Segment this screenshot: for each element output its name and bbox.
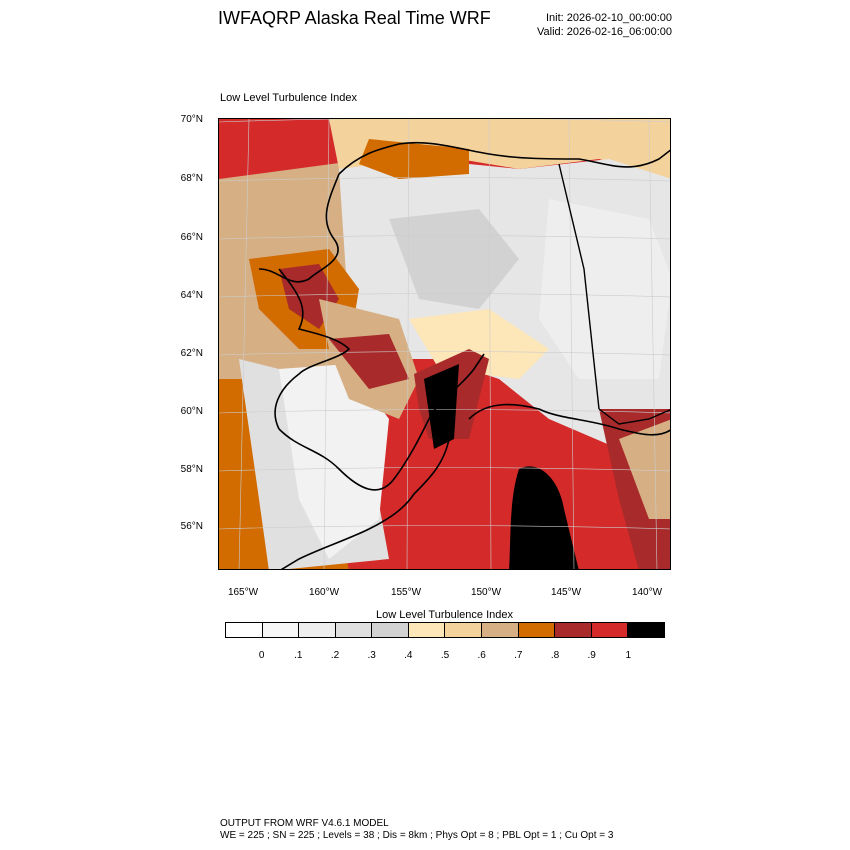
lat-label: 58°N <box>180 464 203 475</box>
graticule <box>219 119 670 569</box>
lon-label: 140°W <box>631 587 663 598</box>
bristol-bay-zone <box>279 364 389 559</box>
footer: OUTPUT FROM WRF V4.6.1 MODEL WE = 225 ; … <box>220 818 613 842</box>
southeast-zone <box>619 419 670 519</box>
lat-label: 60°N <box>180 406 203 417</box>
colorbar-box <box>482 623 519 637</box>
colorbar-label: 1 <box>625 650 632 661</box>
lat-label: 62°N <box>180 348 203 359</box>
interior-land <box>389 209 519 309</box>
colorbar-box <box>372 623 409 637</box>
colorbar-box <box>628 623 664 637</box>
lat-label: 68°N <box>180 173 203 184</box>
colorbar-box <box>518 623 556 637</box>
colorbar-label: .3 <box>367 650 376 661</box>
high-turbulence-zone <box>359 139 469 179</box>
colorbar-box <box>555 623 592 637</box>
colorbar-label: .9 <box>587 650 596 661</box>
extreme-zone <box>424 364 459 449</box>
lat-label: 66°N <box>180 232 203 243</box>
colorbar-box <box>445 623 483 637</box>
lat-label: 64°N <box>180 290 203 301</box>
coastline <box>258 141 670 569</box>
map-title: Low Level Turbulence Index <box>220 92 357 104</box>
colorbar-box <box>226 623 263 637</box>
colorbar-label: .1 <box>294 650 303 661</box>
colorbar-label: .8 <box>550 650 560 661</box>
colorbar-label: .4 <box>404 650 413 661</box>
colorbar-box <box>408 623 446 637</box>
lat-label: 70°N <box>180 114 203 125</box>
colorbar-label: .7 <box>514 650 523 661</box>
colorbar-label: 0 <box>258 650 265 661</box>
lon-label: 165°W <box>227 587 259 598</box>
colorbar-box <box>591 623 629 637</box>
colorbar-box <box>262 623 300 637</box>
turbulence-map <box>219 119 670 569</box>
interior-land <box>539 199 670 379</box>
canada-border <box>558 163 670 425</box>
colorbar-title: Low Level Turbulence Index <box>376 609 513 621</box>
lat-label: 56°N <box>180 521 203 532</box>
gulf-extreme-zone <box>509 466 579 569</box>
colorbar-box <box>299 623 336 637</box>
init-time: Init: 2026-02-10_00:00:00 <box>546 12 672 24</box>
valid-time: Valid: 2026-02-16_06:00:00 <box>537 26 672 38</box>
lon-label: 160°W <box>308 587 340 598</box>
lon-label: 155°W <box>390 587 422 598</box>
colorbar <box>225 622 665 638</box>
map-panel <box>218 118 671 570</box>
colorbar-label: .2 <box>330 650 340 661</box>
footer-line-model: OUTPUT FROM WRF V4.6.1 MODEL <box>220 818 389 829</box>
colorbar-box <box>335 623 373 637</box>
footer-line-config: WE = 225 ; SN = 225 ; Levels = 38 ; Dis … <box>220 830 614 841</box>
lon-label: 150°W <box>470 587 502 598</box>
colorbar-label: .6 <box>477 650 486 661</box>
main-title: IWFAQRP Alaska Real Time WRF <box>218 8 491 28</box>
high-turbulence-zone <box>329 334 409 389</box>
colorbar-label: .5 <box>440 650 450 661</box>
lon-label: 145°W <box>550 587 582 598</box>
